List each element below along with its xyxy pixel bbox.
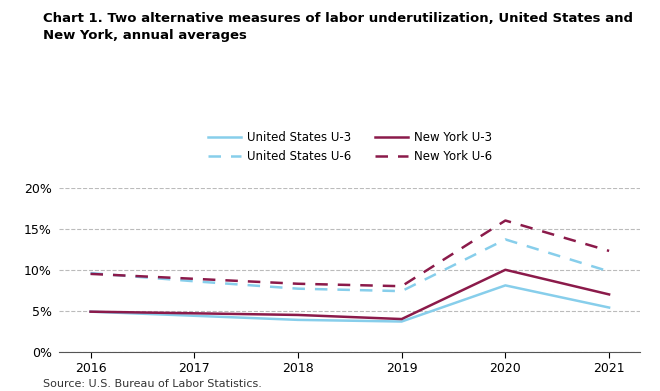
- Text: Source: U.S. Bureau of Labor Statistics.: Source: U.S. Bureau of Labor Statistics.: [43, 379, 262, 389]
- Text: Chart 1. Two alternative measures of labor underutilization, United States and
N: Chart 1. Two alternative measures of lab…: [43, 12, 633, 42]
- Legend: United States U-3, United States U-6, New York U-3, New York U-6: United States U-3, United States U-6, Ne…: [208, 131, 492, 163]
